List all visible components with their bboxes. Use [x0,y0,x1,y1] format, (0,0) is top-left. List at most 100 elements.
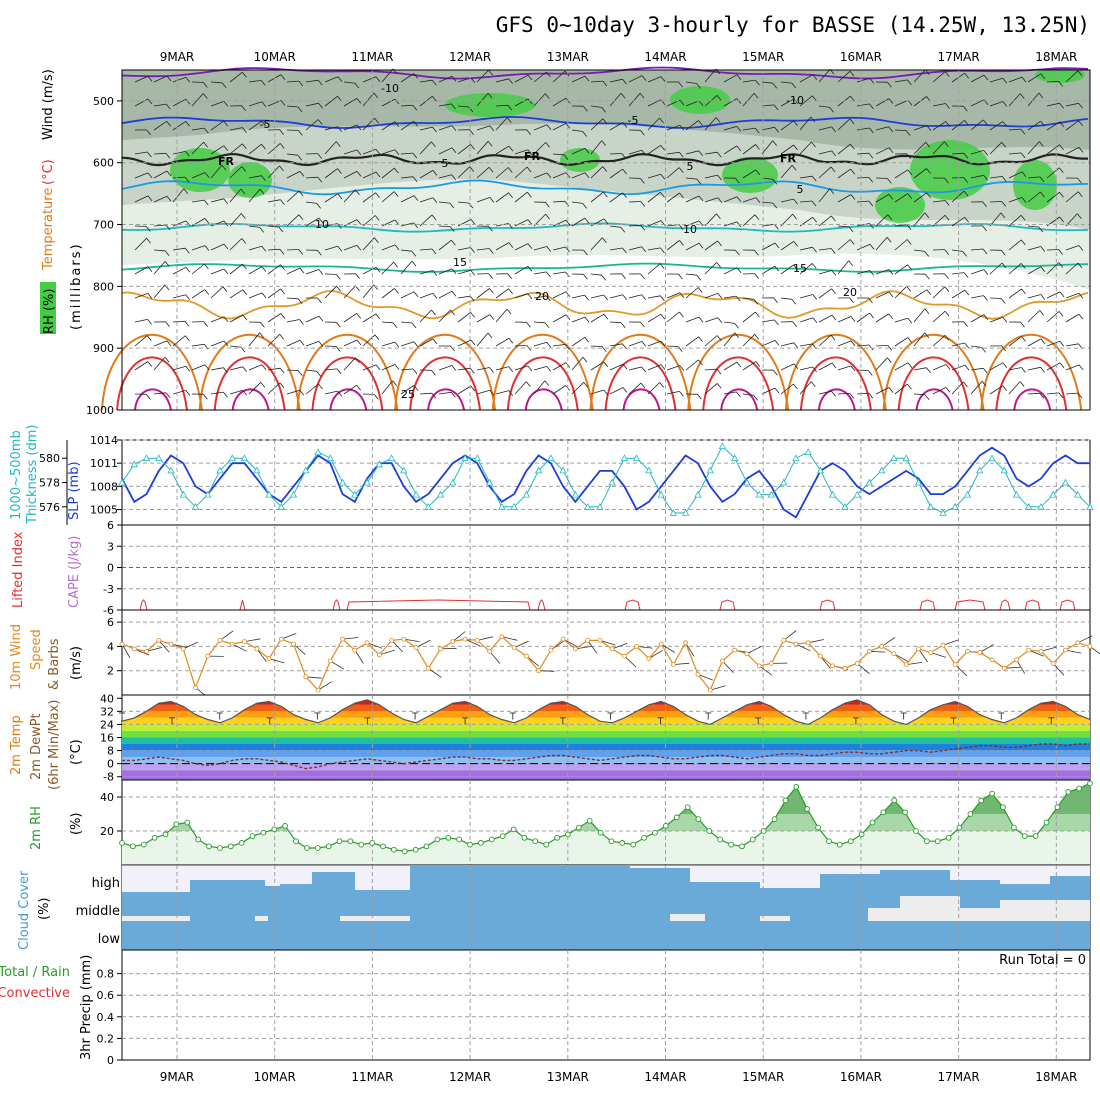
wind-barb-flag [260,80,266,86]
wind-barb-flag [489,125,495,132]
wind-barb-flag [166,195,172,202]
wind-barb-flag [470,247,475,253]
wind-barb-flag [394,341,400,348]
wind-barb [229,314,244,323]
wind-barb-flag [963,105,968,112]
wind-barb-flag [394,98,400,105]
wind-barb-flag [259,188,265,195]
wind-barb-flag [449,202,455,209]
wind-barb [894,129,907,131]
wind10-marker [622,653,627,659]
wind-barb-flag [850,95,855,102]
wind-barb-flag [869,223,874,229]
wind-barb-flag [1001,176,1007,182]
wind10-tick-label-6: 6 [107,616,114,629]
wind-barb-flag [185,151,190,157]
wind-barb-flag [640,201,646,207]
thickness-marker [547,454,555,462]
thickness-marker [400,466,408,474]
wind-barb-flag [184,176,190,183]
wind-barb [989,262,1003,275]
wind-barb-flag [944,286,950,292]
wind10-marker [720,658,725,664]
wind-barb [799,116,812,131]
wind-barb-flag [850,340,856,347]
wind-barb-flag [432,293,438,299]
wind-barb [381,244,396,251]
wind-barb [286,297,299,300]
wind10-marker [744,651,750,657]
wind-barb-flag [698,220,704,227]
wind10-panel: 246 10m Wind Speed & Barbs (m/s) [9,609,1100,698]
isotherm-20 [121,289,1089,320]
wind-barb [552,153,565,156]
wind-barb [856,127,870,131]
wind-barb-flag [736,391,741,398]
wind-barb-flag [298,214,304,220]
slp-tick-label-1005: 1005 [90,504,118,517]
wind-barb-flag [830,215,836,222]
rh2m-marker [391,846,397,853]
wind-barb-flag [869,270,875,276]
wind-barb-flag [810,116,816,123]
wind-barb [1046,262,1060,275]
wind-barb-flag [660,364,666,370]
wind-barb [818,362,833,371]
wind-barb-flag [393,191,399,197]
wind-barb [875,98,890,107]
wind-barb-flag [660,247,665,254]
wind-barb-flag [508,145,514,152]
wind-barb [1065,313,1080,323]
wind-barb [419,126,433,131]
isotherm-25-arch [491,333,594,411]
wind-barb-flag [451,268,457,274]
wind-barb-flag [469,129,475,135]
lifted-tick-label: -3 [103,583,114,596]
wind-barb [267,143,281,155]
wind-barb-flag [907,264,912,270]
wind-barb [286,153,298,156]
wind-barb-flag [412,176,418,182]
wind10-marker [291,641,296,647]
wind-barb [628,366,642,371]
wind-barb-flag [849,297,854,304]
wind-barb [856,312,870,323]
rh2m-marker [325,843,332,850]
wind-barb [1008,239,1022,251]
rh2m-marker [217,845,223,851]
wind-barb [685,81,697,84]
wind-barb-flag [1020,321,1025,328]
isotherm-30-arch [897,356,970,411]
wind-barb [704,293,719,299]
wind-barb [799,317,814,323]
wind10-barb [403,638,420,642]
wind-barb-flag [565,246,570,253]
wind-barb [685,150,699,155]
wind-barb [1065,364,1080,371]
cloud-high-gap [312,866,355,872]
wind-barb-flag [488,226,493,232]
wind-barb-flag [772,82,778,89]
wind-barb [704,240,718,251]
wind-barb-flag [413,73,419,79]
wind-barb-flag [508,192,513,198]
wind-barb-flag [640,321,645,328]
wind-barb-flag [544,322,550,329]
wind-barb-flag [431,248,437,255]
wind-barb [723,332,736,347]
dry-pocket [613,315,694,425]
wind-barb [628,341,643,347]
wind-barb [343,81,355,84]
thickness-marker [694,490,702,498]
upper-grid [122,70,1090,411]
wind-barb-flag [907,362,913,369]
rh2m-marker [130,843,136,850]
wind-barb [989,316,1004,323]
wind-barb-flag [165,224,171,231]
wind-barb [856,369,869,371]
dry-pocket [515,315,596,425]
wind-barb-flag [869,77,875,84]
wind-barb [381,98,396,107]
wind-barb-flag [240,213,246,219]
